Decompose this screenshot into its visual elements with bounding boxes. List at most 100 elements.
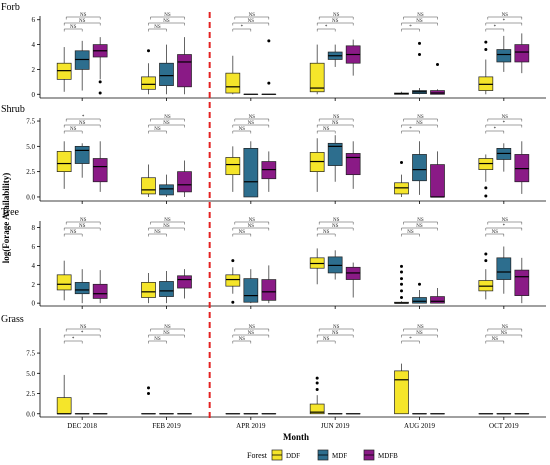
significance-bracket bbox=[232, 124, 270, 128]
box-body bbox=[430, 90, 445, 95]
outlier-point bbox=[147, 49, 150, 53]
box-mdfb bbox=[92, 37, 108, 95]
y-tick-label: 7.5 bbox=[26, 350, 35, 358]
significance-bracket bbox=[316, 227, 354, 231]
y-tick-label: 2 bbox=[32, 281, 36, 289]
significance-label: NS bbox=[416, 331, 423, 336]
significance-bracket bbox=[318, 221, 354, 225]
box-ddf bbox=[141, 164, 156, 197]
y-tick-label: 7.5 bbox=[26, 118, 35, 126]
box-mdfb bbox=[345, 141, 361, 189]
y-tick-label: 5.0 bbox=[26, 370, 35, 378]
outlier-point bbox=[400, 161, 403, 165]
box-mdf bbox=[159, 271, 174, 304]
outlier-point bbox=[98, 91, 102, 95]
significance-bracket bbox=[63, 130, 83, 134]
box-body bbox=[327, 142, 343, 166]
outlier-point bbox=[231, 300, 235, 304]
box-body bbox=[478, 76, 494, 91]
significance-label: NS bbox=[80, 13, 87, 18]
significance-label: * bbox=[241, 25, 244, 30]
box-mdf bbox=[74, 143, 90, 178]
box-mdfb bbox=[261, 151, 277, 192]
box-mdfb bbox=[514, 257, 530, 304]
outlier-point bbox=[418, 282, 421, 286]
significance-label: NS bbox=[163, 224, 170, 229]
significance-bracket bbox=[148, 130, 167, 134]
box-mdfb bbox=[177, 160, 192, 197]
significance-bracket bbox=[65, 118, 101, 122]
x-tick-label: APR 2019 bbox=[236, 422, 266, 430]
box-mdf bbox=[74, 269, 90, 304]
box-mdf bbox=[74, 40, 90, 91]
significance-label: NS bbox=[333, 325, 340, 330]
significance-bracket bbox=[485, 28, 505, 32]
legend-title: Forest bbox=[247, 451, 268, 460]
box-mdf bbox=[243, 141, 259, 198]
significance-bracket bbox=[487, 221, 523, 225]
significance-label: NS bbox=[164, 13, 171, 18]
box-body bbox=[159, 62, 174, 86]
significance-label: * bbox=[494, 127, 497, 132]
significance-bracket bbox=[148, 340, 167, 344]
significance-bracket bbox=[234, 16, 270, 20]
box-mdf bbox=[327, 250, 343, 280]
significance-bracket bbox=[401, 334, 438, 338]
significance-label: * bbox=[503, 19, 506, 24]
significance-label: NS bbox=[154, 230, 161, 235]
significance-label: NS bbox=[248, 224, 255, 229]
legend-label: DDF bbox=[286, 452, 300, 460]
outlier-point bbox=[315, 381, 319, 385]
significance-label: * bbox=[409, 127, 412, 132]
significance-label: NS bbox=[79, 19, 86, 24]
box-body bbox=[177, 275, 192, 289]
x-tick-label: JUN 2019 bbox=[321, 422, 350, 430]
box-body bbox=[430, 164, 445, 198]
significance-label: NS bbox=[502, 13, 509, 18]
y-tick-label: 4 bbox=[32, 41, 36, 49]
significance-bracket bbox=[63, 22, 101, 26]
significance-bracket bbox=[487, 328, 523, 332]
significance-label: NS bbox=[248, 19, 255, 24]
box-mdf bbox=[243, 269, 259, 304]
significance-label: NS bbox=[323, 230, 330, 235]
box-ddf bbox=[394, 264, 409, 304]
legend-label: MDF bbox=[332, 452, 347, 460]
significance-bracket bbox=[234, 118, 270, 122]
outlier-point bbox=[400, 296, 403, 299]
significance-label: NS bbox=[332, 121, 339, 126]
box-body bbox=[74, 50, 90, 70]
significance-label: NS bbox=[248, 121, 255, 126]
box-body bbox=[243, 148, 259, 198]
box-body bbox=[56, 151, 72, 172]
significance-label: NS bbox=[417, 325, 424, 330]
x-axis-label: Month bbox=[283, 432, 309, 442]
significance-label: * bbox=[81, 331, 84, 336]
outlier-point bbox=[484, 40, 488, 44]
significance-bracket bbox=[316, 124, 354, 128]
box-mdf bbox=[496, 143, 512, 172]
significance-bracket bbox=[234, 328, 270, 332]
box-body bbox=[177, 54, 192, 88]
significance-label: NS bbox=[80, 325, 87, 330]
outlier-point bbox=[484, 259, 488, 263]
significance-label: NS bbox=[417, 13, 424, 18]
significance-bracket bbox=[65, 328, 101, 332]
y-tick-label: 2 bbox=[32, 66, 36, 74]
box-ddf bbox=[309, 138, 325, 192]
significance-label: NS bbox=[332, 331, 339, 336]
outlier-point bbox=[400, 277, 403, 281]
significance-label: NS bbox=[70, 25, 77, 30]
box-mdfb bbox=[514, 33, 530, 74]
outlier-point bbox=[147, 392, 150, 396]
x-tick-label: DEC 2018 bbox=[67, 422, 97, 430]
box-body bbox=[141, 282, 156, 298]
y-tick-label: 0 bbox=[32, 300, 36, 308]
significance-bracket bbox=[485, 340, 505, 344]
box-body bbox=[261, 279, 277, 301]
significance-label: NS bbox=[79, 121, 86, 126]
significance-bracket bbox=[401, 28, 420, 32]
significance-label: NS bbox=[70, 230, 77, 235]
significance-bracket bbox=[401, 340, 420, 344]
